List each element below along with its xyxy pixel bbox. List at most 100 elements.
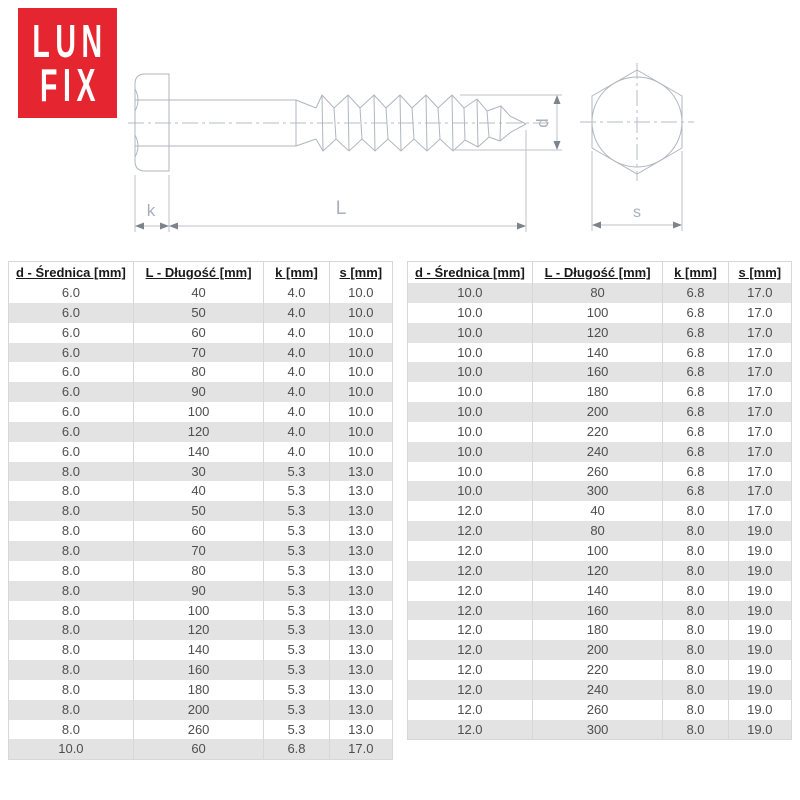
table-cell: 60 bbox=[132, 322, 264, 343]
table-cell: 260 bbox=[531, 699, 663, 720]
table-row: 6.0 80 4.0 10.0 bbox=[9, 362, 393, 383]
table-row: 12.0 40 8.0 17.0 bbox=[408, 501, 792, 522]
table-cell: 6.0 bbox=[61, 344, 80, 360]
table-cell: 40 bbox=[132, 283, 264, 303]
table-cell: 17.0 bbox=[727, 461, 792, 482]
table-cell: 180 bbox=[531, 620, 663, 641]
table-row: 12.0 300 8.0 19.0 bbox=[407, 719, 792, 740]
table-cell: 6.8 bbox=[662, 342, 729, 363]
table-cell: 8.0 bbox=[61, 483, 80, 499]
table-row: 12.0 80 8.0 19.0 bbox=[407, 521, 792, 541]
table-cell: 17.0 bbox=[727, 322, 792, 343]
table-cell: 4.0 bbox=[263, 441, 330, 462]
table-cell: 17.0 bbox=[727, 402, 792, 422]
table-row: 8.0 90 5.3 13.0 bbox=[8, 580, 393, 601]
table-cell: 4.0 bbox=[263, 302, 330, 323]
table-cell: 17.0 bbox=[727, 283, 792, 303]
table-cell: 300 bbox=[531, 481, 663, 502]
table-row: 8.0 100 5.3 13.0 bbox=[9, 600, 393, 621]
table-cell: 8.0 bbox=[61, 523, 80, 539]
table-cell: 5.3 bbox=[263, 679, 330, 700]
table-cell: 19.0 bbox=[727, 640, 792, 661]
table-cell: 19.0 bbox=[727, 620, 792, 641]
table-cell: 10.0 bbox=[328, 362, 393, 383]
table-cell: 160 bbox=[531, 362, 663, 383]
table-cell: 40 bbox=[531, 501, 663, 522]
table-cell: 12.0 bbox=[457, 523, 483, 539]
table-cell: 12.0 bbox=[457, 602, 483, 618]
table-cell: 70 bbox=[132, 342, 264, 363]
table-cell: 5.3 bbox=[263, 461, 330, 482]
table-cell: 260 bbox=[531, 461, 663, 482]
table-cell: 240 bbox=[531, 679, 663, 700]
table-cell: 10.0 bbox=[328, 382, 393, 403]
table-cell: 80 bbox=[531, 521, 663, 541]
table-row: 6.0 90 4.0 10.0 bbox=[8, 382, 393, 403]
table-cell: 240 bbox=[531, 441, 663, 462]
table-cell: 10.0 bbox=[328, 342, 393, 363]
table-row: 12.0 180 8.0 19.0 bbox=[408, 620, 792, 641]
screw-thread bbox=[315, 94, 527, 152]
table-cell: 12.0 bbox=[457, 681, 483, 697]
size-table-left: d - Średnica [mm] L - Długość [mm] k [mm] s… bbox=[8, 261, 393, 761]
table-row: 8.0 120 5.3 13.0 bbox=[8, 620, 393, 641]
column-header: k [mm] bbox=[263, 261, 330, 283]
table-cell: 8.0 bbox=[61, 562, 80, 578]
table-cell: 10.0 bbox=[58, 741, 84, 757]
table-cell: 5.3 bbox=[263, 640, 330, 661]
table-cell: 120 bbox=[132, 620, 264, 641]
table-cell: 10.0 bbox=[328, 283, 393, 303]
table-cell: 5.3 bbox=[263, 540, 330, 561]
table-cell: 13.0 bbox=[328, 580, 393, 601]
table-row: 12.0 140 8.0 19.0 bbox=[408, 580, 792, 601]
table-cell: 60 bbox=[132, 521, 264, 541]
table-cell: 6.8 bbox=[662, 302, 729, 323]
table-cell: 10.0 bbox=[457, 364, 483, 380]
table-cell: 5.3 bbox=[263, 560, 330, 581]
dim-label-d: d bbox=[533, 118, 552, 127]
table-cell: 6.0 bbox=[61, 324, 80, 340]
table-cell: 140 bbox=[132, 441, 264, 462]
table-cell: 17.0 bbox=[727, 421, 792, 442]
table-cell: 12.0 bbox=[457, 721, 483, 737]
table-row: 12.0 240 8.0 19.0 bbox=[407, 679, 792, 700]
table-cell: 220 bbox=[531, 660, 663, 680]
table-row: 10.0 300 6.8 17.0 bbox=[407, 481, 792, 502]
table-cell: 6.0 bbox=[61, 423, 80, 439]
column-header: d - Średnica [mm] bbox=[8, 261, 134, 283]
table-row: 8.0 160 5.3 13.0 bbox=[8, 660, 393, 680]
table-cell: 5.3 bbox=[263, 660, 330, 680]
table-cell: 10.0 bbox=[457, 463, 483, 479]
table-cell: 13.0 bbox=[328, 640, 393, 661]
table-cell: 8.0 bbox=[61, 622, 80, 638]
table-cell: 6.0 bbox=[61, 384, 80, 400]
table-row: 10.0 100 6.8 17.0 bbox=[408, 302, 792, 323]
table-cell: 80 bbox=[132, 560, 264, 581]
table-cell: 120 bbox=[132, 421, 264, 442]
table-cell: 8.0 bbox=[662, 600, 729, 621]
table-cell: 19.0 bbox=[727, 679, 792, 700]
table-cell: 8.0 bbox=[61, 662, 80, 678]
table-row: 12.0 260 8.0 19.0 bbox=[408, 699, 792, 720]
table-cell: 6.8 bbox=[662, 441, 729, 462]
table-cell: 140 bbox=[132, 640, 264, 661]
table-cell: 8.0 bbox=[61, 542, 80, 558]
table-cell: 140 bbox=[531, 342, 663, 363]
table-row: 10.0 80 6.8 17.0 bbox=[407, 283, 792, 303]
dim-label-k: k bbox=[147, 201, 156, 220]
table-cell: 17.0 bbox=[727, 501, 792, 522]
table-cell: 90 bbox=[132, 382, 264, 403]
table-cell: 13.0 bbox=[328, 699, 393, 720]
table-cell: 4.0 bbox=[263, 382, 330, 403]
table-cell: 10.0 bbox=[457, 304, 483, 320]
table-cell: 6.8 bbox=[662, 402, 729, 422]
table-cell: 6.0 bbox=[61, 364, 80, 380]
brand-logo: LUN FIX bbox=[18, 8, 117, 118]
table-cell: 8.0 bbox=[662, 719, 729, 740]
table-cell: 13.0 bbox=[328, 620, 393, 641]
table-cell: 13.0 bbox=[328, 461, 393, 482]
screw-shank bbox=[169, 99, 317, 147]
table-cell: 80 bbox=[531, 283, 663, 303]
table-cell: 8.0 bbox=[662, 699, 729, 720]
table-cell: 10.0 bbox=[328, 322, 393, 343]
